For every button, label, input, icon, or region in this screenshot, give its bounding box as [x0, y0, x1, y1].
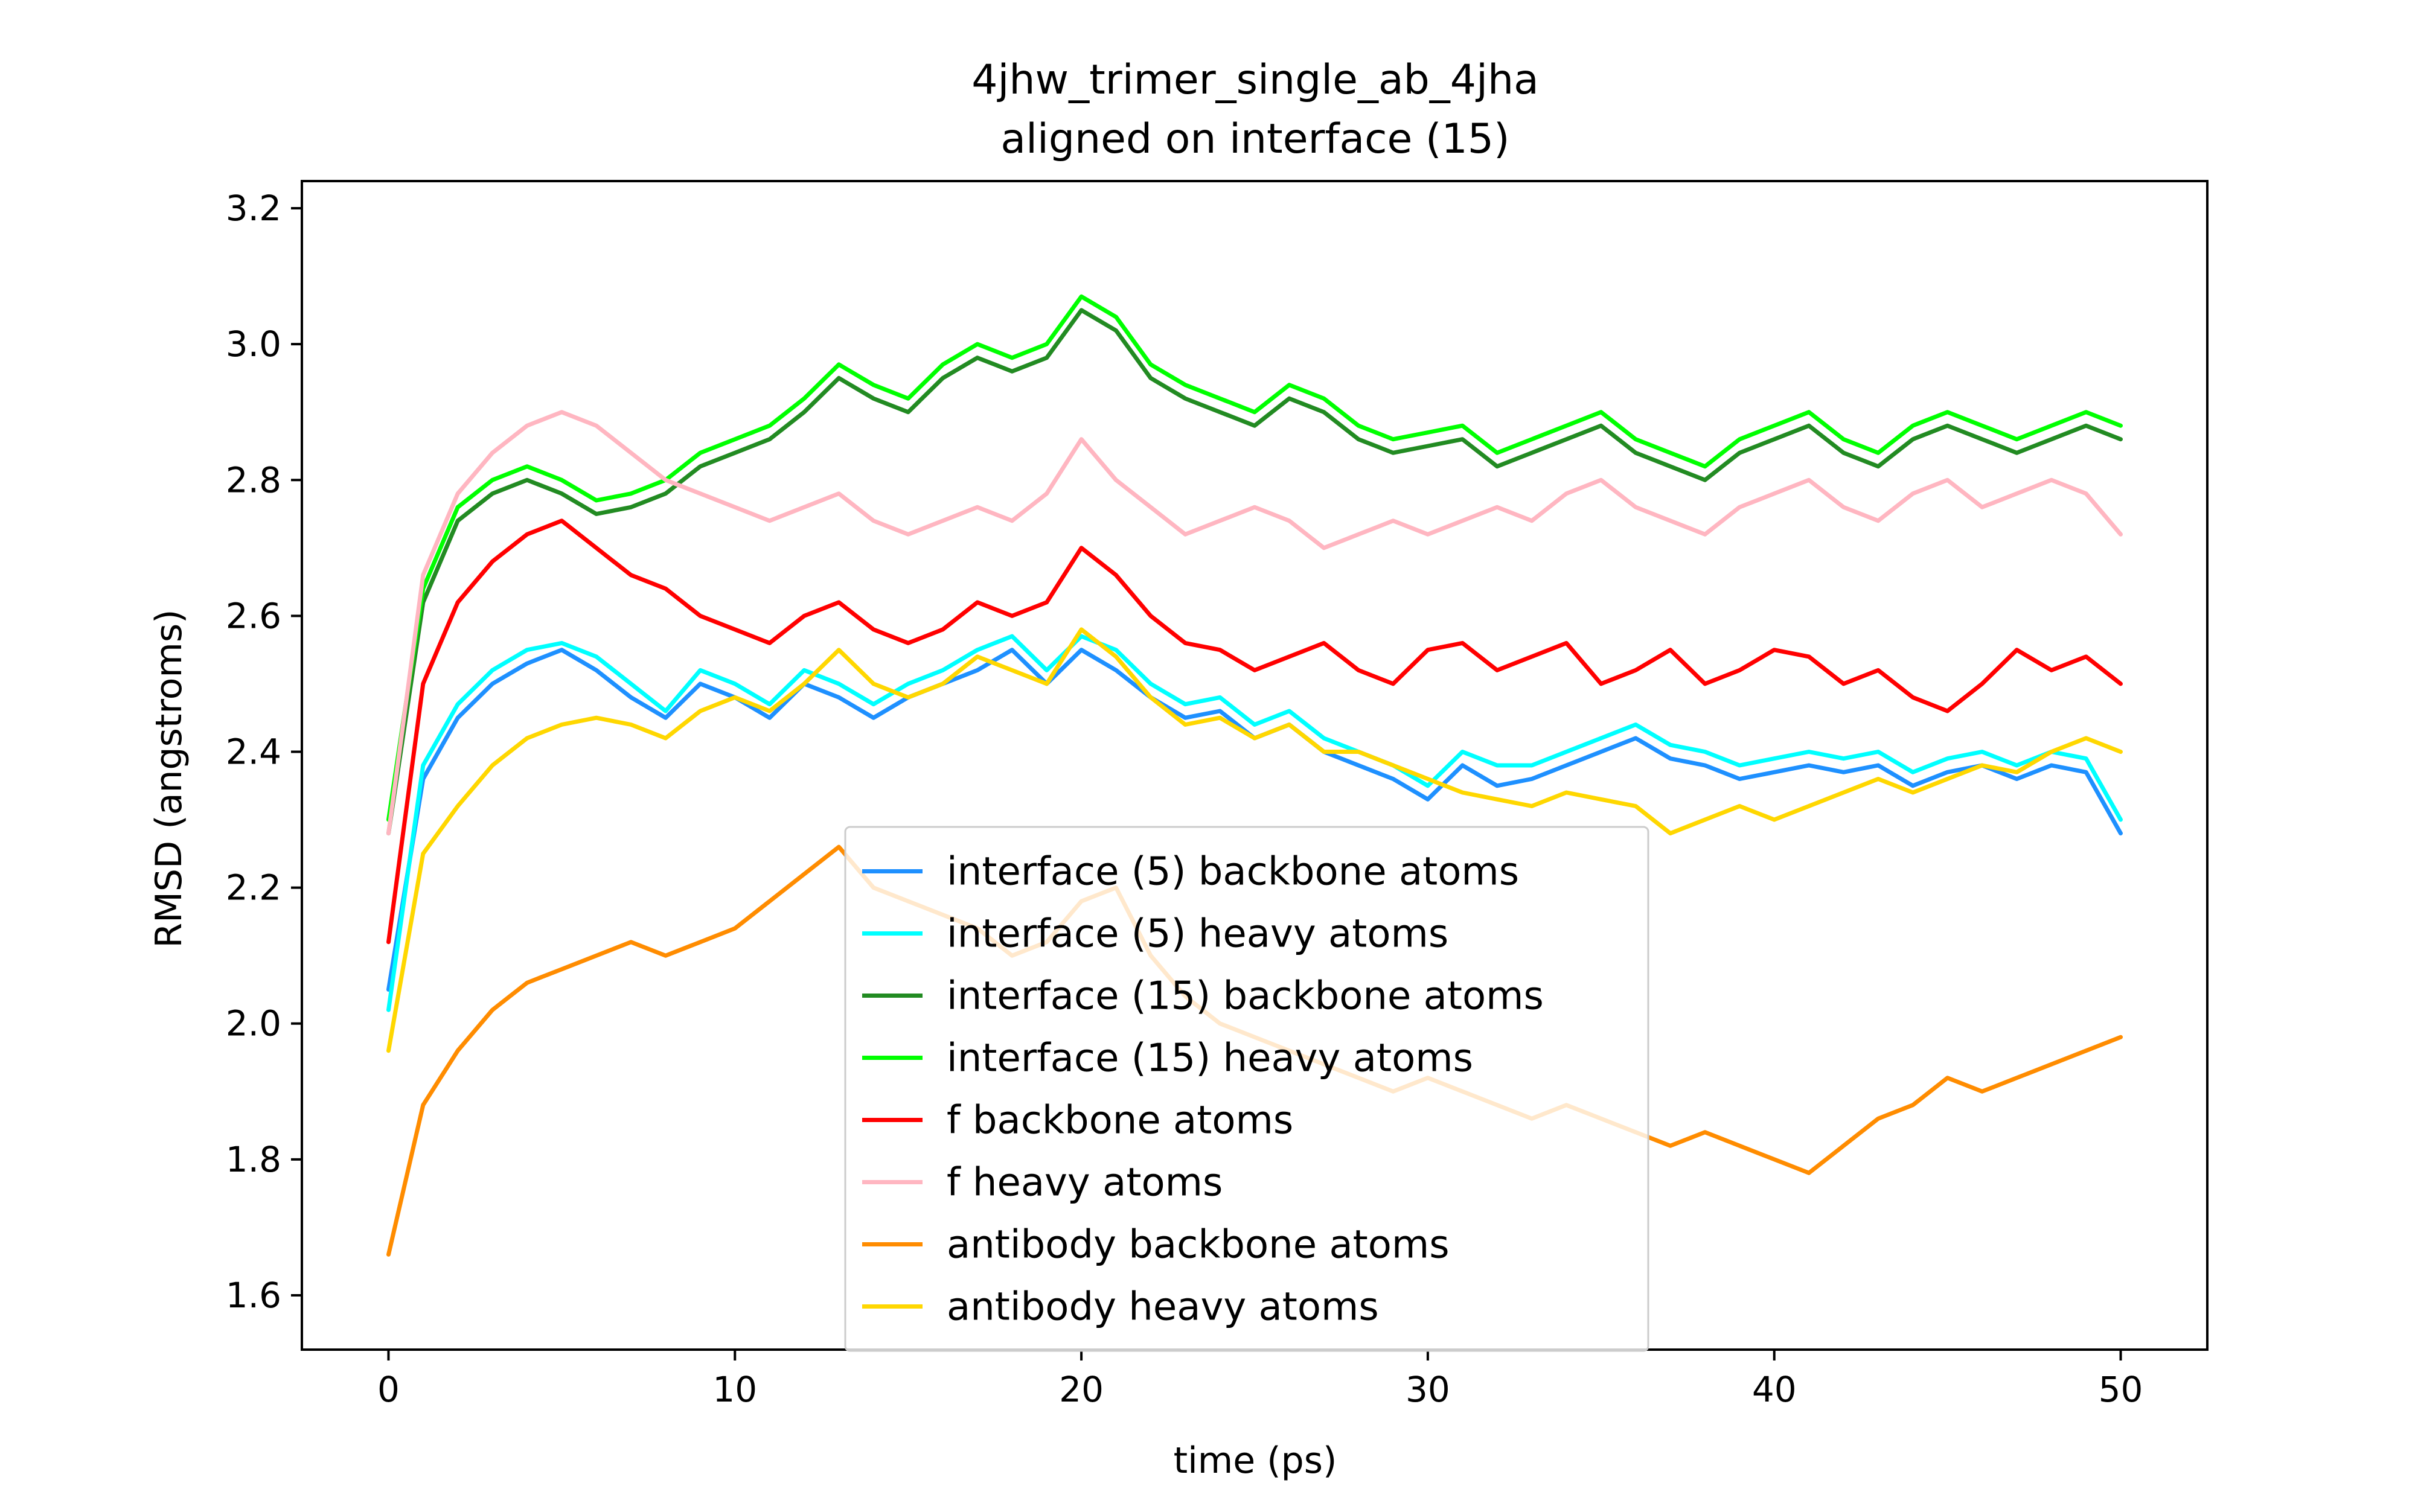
chart-title-line-1: 4jhw_trimer_single_ab_4jha	[971, 56, 1538, 104]
y-tick-label: 2.0	[226, 1003, 281, 1044]
series-line-2	[386, 634, 2123, 1012]
legend: interface (5) backbone atoms interface (5…	[844, 826, 1649, 1352]
legend-box	[844, 826, 1649, 1352]
legend-entry-label: antibody heavy atoms	[947, 1285, 1379, 1330]
legend-entry-label: f heavy atoms	[947, 1161, 1223, 1205]
series-line-4	[386, 294, 2123, 822]
series-line-8	[386, 627, 2123, 1053]
x-tick-label: 0	[377, 1369, 400, 1410]
x-tick-label: 50	[2099, 1369, 2143, 1410]
y-tick-label: 3.0	[226, 324, 281, 365]
legend-entry-label: interface (15) heavy atoms	[947, 1036, 1473, 1081]
x-tick-label: 40	[1752, 1369, 1797, 1410]
y-tick-label: 2.4	[226, 731, 281, 772]
legend-entry-label: f backbone atoms	[947, 1099, 1293, 1143]
y-tick-label: 2.2	[226, 867, 281, 908]
legend-entry-label: interface (15) backbone atoms	[947, 974, 1544, 1019]
legend-entry-label: antibody backbone atoms	[947, 1223, 1450, 1268]
x-tick-label: 30	[1406, 1369, 1450, 1410]
y-axis-label: RMSD (angstroms)	[148, 609, 190, 948]
series-line-6	[386, 410, 2123, 836]
x-tick-label: 10	[712, 1369, 757, 1410]
series-line-5	[386, 518, 2123, 945]
chart-title-line-2: aligned on interface (15)	[1000, 115, 1509, 163]
x-axis-label: time (ps)	[1174, 1440, 1337, 1482]
y-tick-label: 1.8	[226, 1139, 281, 1180]
y-tick-label: 2.6	[226, 595, 281, 636]
y-tick-label: 3.2	[226, 188, 281, 229]
y-tick-label: 2.8	[226, 459, 281, 500]
y-tick-label: 1.6	[226, 1275, 281, 1316]
x-tick-label: 20	[1059, 1369, 1104, 1410]
legend-entry-label: interface (5) backbone atoms	[947, 850, 1519, 895]
legend-entry-label: interface (5) heavy atoms	[947, 912, 1448, 957]
